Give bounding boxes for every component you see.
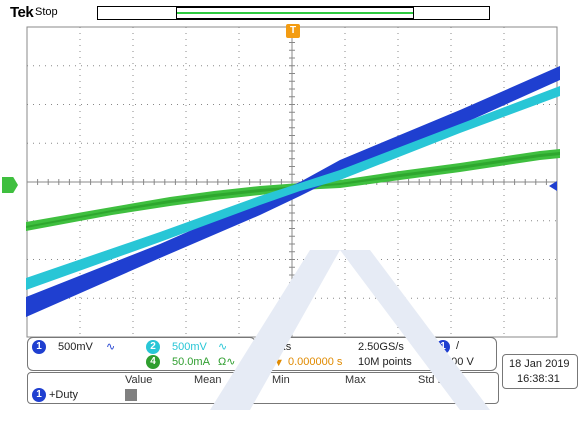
trigger-source-badge[interactable]: 1 — [436, 340, 450, 354]
trigger-position-marker[interactable]: T — [286, 24, 300, 38]
trigger-arrow-icon: T▸▼ — [261, 357, 285, 369]
ch4-scale: 50.0mA — [172, 356, 210, 368]
ch4-badge[interactable]: 4 — [146, 355, 160, 369]
measurement-table[interactable]: Value Mean Min Max Std Dev 1 +Duty — [27, 372, 499, 404]
record-view-window[interactable] — [176, 7, 414, 19]
meas-channel-badge[interactable]: 1 — [32, 388, 46, 402]
meas-header-mean: Mean — [194, 374, 222, 386]
ch1-badge[interactable]: 1 — [32, 340, 46, 354]
date-readout: 18 Jan 2019 — [509, 358, 570, 370]
trigger-level: 0.00 V — [442, 356, 474, 368]
ch1-scale: 500mV — [58, 341, 93, 353]
sample-rate: 2.50GS/s — [358, 341, 404, 353]
trigger-level-marker[interactable] — [549, 181, 557, 191]
ch2-badge[interactable]: 2 — [146, 340, 160, 354]
ac-coupling-icon: ∿ — [106, 341, 116, 353]
brand-logo: Tek — [10, 4, 34, 21]
time-readout: 16:38:31 — [517, 373, 560, 385]
ch4-ground-marker[interactable] — [2, 177, 18, 193]
meas-header-value: Value — [125, 374, 153, 386]
waveform-display[interactable] — [0, 0, 580, 405]
record-length: 10M points — [358, 356, 412, 368]
acquisition-status[interactable]: Stop — [35, 6, 58, 18]
meas-header-std-dev: Std Dev — [418, 374, 458, 386]
datetime-panel: 18 Jan 2019 16:38:31 — [502, 354, 578, 389]
ch2-scale: 500mV — [172, 341, 207, 353]
meas-header-max: Max — [345, 374, 366, 386]
status-bar: Tek Stop — [0, 0, 580, 22]
channel-readout-panel[interactable]: 1 500mV ∿ 2 500mV ∿ 4 50.0mA Ω∿ — [27, 337, 256, 371]
current-probe-icon: Ω∿ — [218, 356, 236, 368]
graticule — [26, 26, 558, 338]
time-per-division: 400µs — [261, 341, 292, 353]
meas-value-indicator — [125, 389, 137, 401]
rising-edge-icon: / — [456, 340, 460, 352]
meas-header-min: Min — [272, 374, 290, 386]
ch2-trace — [26, 86, 560, 290]
ac-coupling-icon: ∿ — [218, 341, 228, 353]
meas-label[interactable]: +Duty — [49, 389, 79, 401]
trigger-position: 0.000000 s — [288, 356, 343, 368]
horizontal-readout-panel[interactable]: 400µs 2.50GS/s T▸▼ 0.000000 s 10M points… — [257, 337, 497, 371]
